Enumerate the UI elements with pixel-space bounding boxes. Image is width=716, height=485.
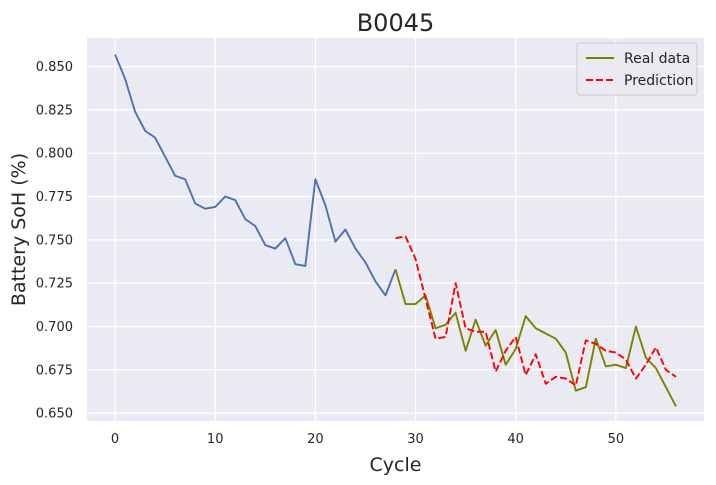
x-tick-label: 10 xyxy=(207,432,224,447)
y-axis-label: Battery SoH (%) xyxy=(8,153,30,306)
legend-label-real-data: Real data xyxy=(624,51,690,67)
y-tick-labels: 0.650 0.675 0.700 0.725 0.750 0.775 0.800 0.825… xyxy=(36,60,73,422)
x-tick-label: 40 xyxy=(507,432,524,447)
x-tick-label: 0 xyxy=(111,432,119,447)
y-tick-label: 0.725 xyxy=(36,277,73,292)
plot-area xyxy=(87,38,704,421)
y-tick-label: 0.850 xyxy=(36,60,73,75)
y-tick-label: 0.700 xyxy=(36,320,73,335)
real-data-line xyxy=(394,269,677,407)
x-tick-labels: 0 10 20 30 40 50 xyxy=(111,432,624,447)
legend-label-prediction: Prediction xyxy=(624,73,694,89)
y-tick-label: 0.800 xyxy=(36,147,73,162)
history-line xyxy=(114,54,397,297)
y-tick-label: 0.775 xyxy=(36,190,73,205)
x-axis-label: Cycle xyxy=(370,454,422,476)
y-tick-label: 0.675 xyxy=(36,363,73,378)
y-tick-label: 0.750 xyxy=(36,233,73,248)
chart-title: B0045 xyxy=(357,9,435,37)
legend-box xyxy=(576,42,698,96)
x-tick-label: 30 xyxy=(407,432,424,447)
legend: Real data Prediction xyxy=(576,42,698,96)
x-tick-label: 50 xyxy=(608,432,625,447)
y-tick-label: 0.825 xyxy=(36,103,73,118)
grid xyxy=(87,38,704,421)
y-tick-label: 0.650 xyxy=(36,407,73,422)
x-tick-label: 20 xyxy=(307,432,324,447)
series-lines xyxy=(114,54,677,407)
prediction-line xyxy=(395,235,677,387)
